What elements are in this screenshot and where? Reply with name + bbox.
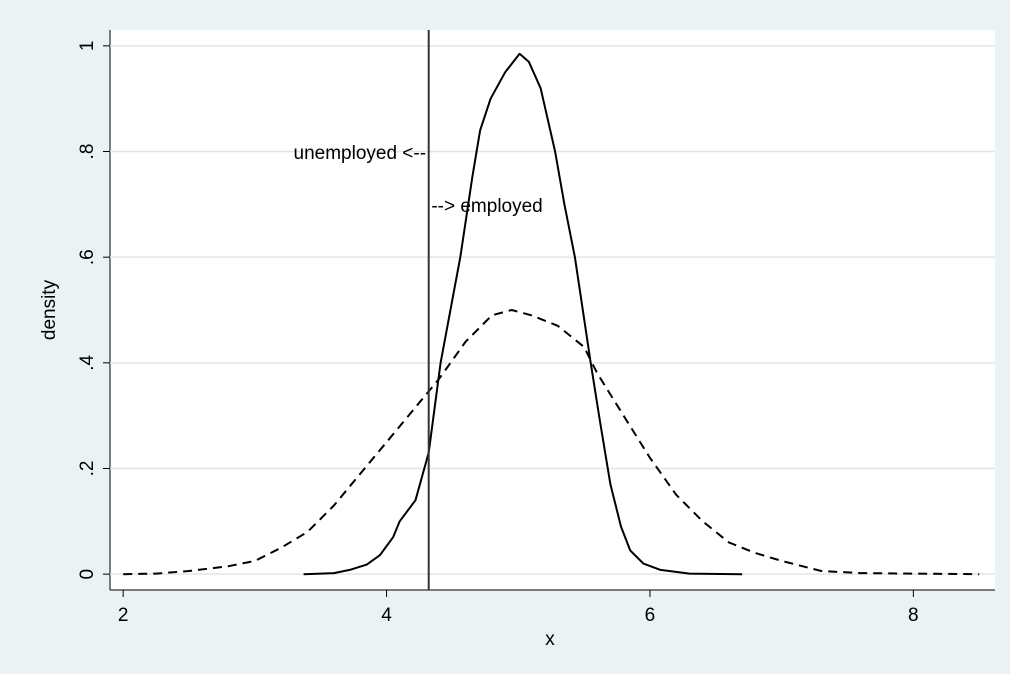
y-tick-label: .6: [77, 249, 98, 265]
x-tick-label: 6: [645, 605, 656, 626]
y-tick-label: .2: [77, 461, 98, 477]
series-line: [123, 309, 980, 576]
y-tick-label: 1: [77, 41, 98, 52]
y-tick-label: .4: [77, 354, 98, 370]
y-axis-title: density: [39, 279, 60, 340]
x-axis-title: x: [545, 629, 555, 650]
x-tick-label: 8: [908, 605, 919, 626]
plot-area: [110, 30, 995, 590]
annotation: unemployed <--: [294, 143, 427, 164]
y-tick-label: .8: [77, 144, 98, 160]
y-tick-label: 0: [77, 569, 98, 580]
annotation: --> employed: [431, 196, 542, 217]
x-tick-label: 4: [381, 605, 392, 626]
series-line: [303, 52, 743, 576]
x-tick-label: 2: [118, 605, 129, 626]
